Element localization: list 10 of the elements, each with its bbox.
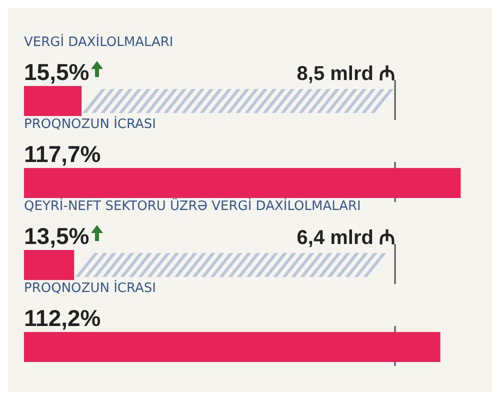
annotation: 8,5 mlrd ₼: [296, 63, 396, 85]
data-label: 117,7%: [24, 141, 101, 167]
y-tick-label: VERGİ DAXİLOLMALARI: [24, 34, 174, 50]
data-label: 13,5%: [24, 223, 90, 249]
data-label: 15,5%: [24, 59, 90, 85]
annotation: 6,4 mlrd ₼: [296, 227, 396, 249]
data-label: 112,2%: [24, 305, 101, 331]
y-tick-label: QEYRİ-NEFT SEKTORU ÜZRƏ VERGİ DAXİLOLMALARI: [24, 198, 361, 214]
y-tick-label: PROQNOZUN İCRASI: [24, 280, 156, 296]
y-tick-label: PROQNOZUN İCRASI: [24, 116, 156, 132]
